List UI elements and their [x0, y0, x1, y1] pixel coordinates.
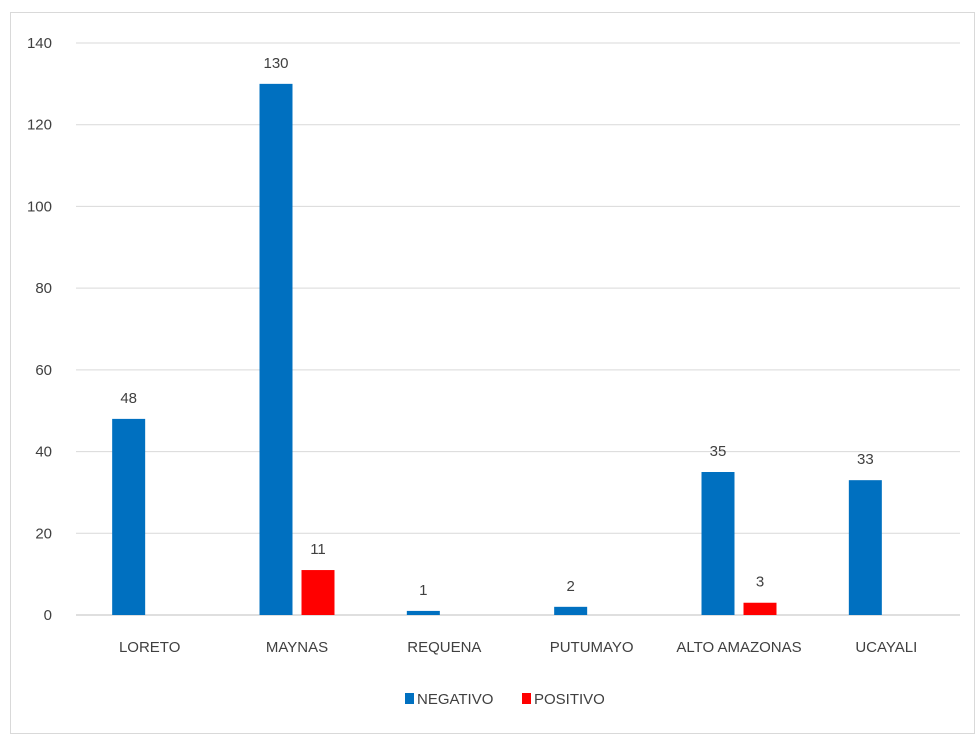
bar-negativo-maynas — [259, 83, 293, 616]
bar-negativo-ucayali — [848, 480, 882, 615]
data-label: 3 — [756, 574, 764, 591]
legend: NEGATIVO POSITIVO — [405, 691, 605, 708]
bar-negativo-putumayo — [554, 606, 588, 615]
bar-negativo-requena — [406, 610, 440, 615]
data-label: 33 — [857, 451, 874, 468]
y-tick-label: 40 — [35, 444, 52, 461]
x-axis-categories: LORETO MAYNAS REQUENA PUTUMAYO ALTO AMAZONAS… — [119, 639, 917, 656]
category-label: LORETO — [119, 639, 180, 656]
y-axis-ticks: 0 20 40 60 80 100 120 140 — [27, 35, 52, 624]
bar-negativo-loreto — [112, 418, 146, 615]
data-label: 2 — [566, 578, 574, 595]
y-tick-label: 20 — [35, 525, 52, 542]
category-label: PUTUMAYO — [550, 639, 634, 656]
y-tick-label: 80 — [35, 280, 52, 297]
y-tick-label: 0 — [44, 607, 52, 624]
category-label: REQUENA — [407, 639, 481, 656]
y-tick-label: 100 — [27, 198, 52, 215]
data-label: 11 — [310, 541, 326, 558]
legend-swatch — [405, 693, 414, 704]
legend-swatch — [522, 693, 531, 704]
bar-negativo-alto-amazonas — [701, 472, 735, 615]
legend-label: NEGATIVO — [417, 691, 493, 708]
data-label: 130 — [263, 55, 288, 72]
bar-positivo-maynas — [301, 570, 335, 615]
data-label: 35 — [710, 443, 727, 460]
legend-label: POSITIVO — [534, 691, 605, 708]
gridlines — [76, 42, 960, 616]
bar-positivo-alto-amazonas — [743, 602, 777, 615]
data-label: 1 — [419, 582, 427, 599]
data-label: 48 — [120, 390, 137, 407]
y-tick-label: 140 — [27, 35, 52, 52]
chart-frame — [10, 12, 975, 734]
y-tick-label: 120 — [27, 117, 52, 134]
category-label: UCAYALI — [855, 639, 917, 656]
category-label: MAYNAS — [266, 639, 328, 656]
bars — [112, 83, 882, 616]
category-label: ALTO AMAZONAS — [676, 639, 801, 656]
y-tick-label: 60 — [35, 362, 52, 379]
